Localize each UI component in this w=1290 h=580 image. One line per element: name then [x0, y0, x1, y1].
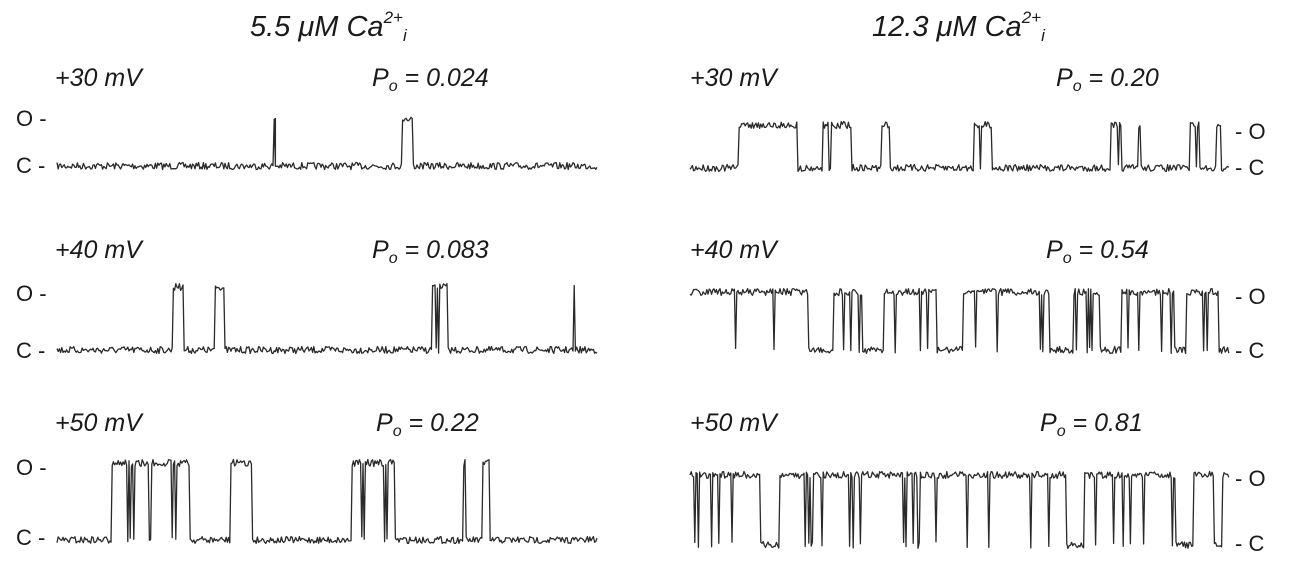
closed-level-label: - C: [1235, 338, 1265, 363]
open-level-label: - O: [1235, 284, 1266, 309]
voltage-label: +40 mV: [690, 236, 777, 264]
single-channel-trace: [56, 116, 598, 171]
column-title-left: 5.5 μM Ca2+i: [250, 8, 407, 45]
open-level-label: O -: [16, 281, 47, 306]
open-level-label: - O: [1235, 466, 1266, 491]
open-probability-label: Po = 0.20: [1056, 64, 1159, 95]
open-level-label: - O: [1235, 119, 1266, 144]
open-probability-label: Po = 0.083: [372, 236, 489, 267]
single-channel-trace: [689, 287, 1230, 355]
single-channel-trace: [56, 283, 598, 355]
single-channel-trace: [56, 458, 598, 545]
open-probability-label: Po = 0.81: [1040, 409, 1143, 440]
open-level-label: O -: [16, 455, 47, 480]
closed-level-label: - C: [1235, 531, 1265, 556]
voltage-label: +40 mV: [55, 236, 142, 264]
closed-level-label: C -: [16, 525, 46, 550]
single-channel-trace: [689, 470, 1230, 550]
voltage-label: +50 mV: [55, 409, 142, 437]
voltage-label: +50 mV: [690, 409, 777, 437]
closed-level-label: C -: [16, 338, 46, 363]
closed-level-label: - C: [1235, 155, 1265, 180]
voltage-label: +30 mV: [55, 64, 142, 92]
open-probability-label: Po = 0.024: [372, 64, 489, 95]
open-probability-label: Po = 0.22: [376, 409, 479, 440]
open-level-label: O -: [16, 106, 47, 131]
voltage-label: +30 mV: [690, 64, 777, 92]
open-probability-label: Po = 0.54: [1046, 236, 1149, 267]
closed-level-label: C -: [16, 153, 46, 178]
column-title-right: 12.3 μM Ca2+i: [872, 8, 1045, 45]
single-channel-trace: [689, 120, 1230, 173]
